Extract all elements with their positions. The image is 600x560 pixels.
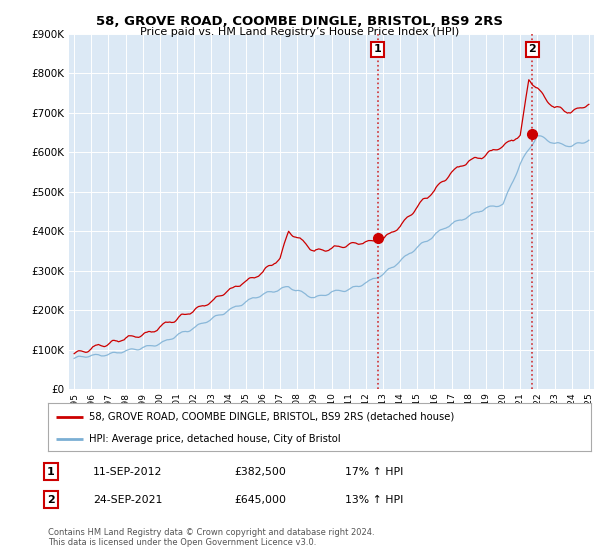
Text: 58, GROVE ROAD, COOMBE DINGLE, BRISTOL, BS9 2RS (detached house): 58, GROVE ROAD, COOMBE DINGLE, BRISTOL, … <box>89 412 454 422</box>
Text: HPI: Average price, detached house, City of Bristol: HPI: Average price, detached house, City… <box>89 434 340 444</box>
Text: 13% ↑ HPI: 13% ↑ HPI <box>345 494 403 505</box>
Text: Price paid vs. HM Land Registry’s House Price Index (HPI): Price paid vs. HM Land Registry’s House … <box>140 27 460 37</box>
Text: 11-SEP-2012: 11-SEP-2012 <box>93 466 163 477</box>
Text: Contains HM Land Registry data © Crown copyright and database right 2024.
This d: Contains HM Land Registry data © Crown c… <box>48 528 374 547</box>
Text: £382,500: £382,500 <box>234 466 286 477</box>
Text: 58, GROVE ROAD, COOMBE DINGLE, BRISTOL, BS9 2RS: 58, GROVE ROAD, COOMBE DINGLE, BRISTOL, … <box>97 15 503 27</box>
Text: 2: 2 <box>47 494 55 505</box>
Text: 2: 2 <box>529 44 536 54</box>
Text: 1: 1 <box>47 466 55 477</box>
Text: 17% ↑ HPI: 17% ↑ HPI <box>345 466 403 477</box>
Text: 1: 1 <box>374 44 382 54</box>
Text: £645,000: £645,000 <box>234 494 286 505</box>
Text: 24-SEP-2021: 24-SEP-2021 <box>93 494 163 505</box>
